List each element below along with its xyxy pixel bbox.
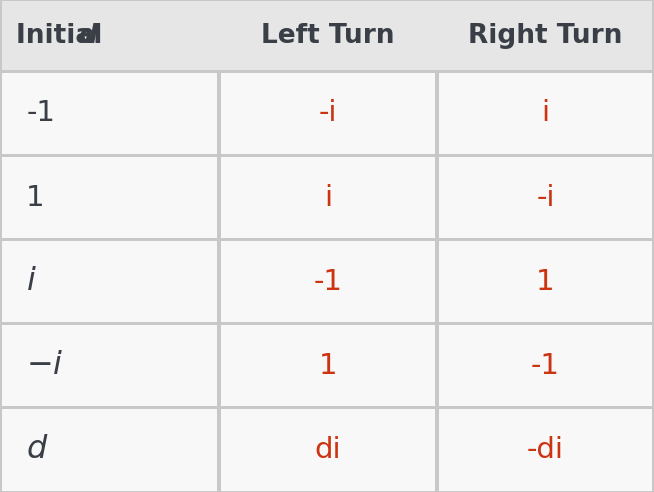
Text: -di: -di [527, 436, 564, 464]
Text: i: i [324, 184, 332, 212]
FancyBboxPatch shape [221, 325, 435, 406]
FancyBboxPatch shape [2, 73, 217, 154]
Text: $\mathit{d}$: $\mathit{d}$ [26, 434, 48, 465]
FancyBboxPatch shape [2, 409, 217, 491]
FancyBboxPatch shape [439, 73, 652, 154]
FancyBboxPatch shape [2, 1, 652, 70]
Text: 1: 1 [536, 268, 555, 296]
FancyBboxPatch shape [221, 409, 435, 491]
Text: 1: 1 [318, 352, 337, 380]
Text: $\bfit{d}$: $\bfit{d}$ [78, 23, 99, 49]
FancyBboxPatch shape [221, 241, 435, 322]
FancyBboxPatch shape [439, 241, 652, 322]
Text: 1: 1 [26, 184, 44, 212]
Text: -i: -i [318, 99, 337, 127]
Text: $\mathit{-i}$: $\mathit{-i}$ [26, 350, 63, 381]
Text: Initial: Initial [16, 23, 112, 49]
FancyBboxPatch shape [2, 241, 217, 322]
Text: -i: -i [536, 184, 555, 212]
FancyBboxPatch shape [2, 157, 217, 238]
Text: Right Turn: Right Turn [468, 23, 623, 49]
Text: -1: -1 [26, 99, 55, 127]
FancyBboxPatch shape [221, 157, 435, 238]
Text: $\mathit{i}$: $\mathit{i}$ [26, 266, 37, 297]
Text: di: di [315, 436, 341, 464]
Text: Left Turn: Left Turn [261, 23, 395, 49]
FancyBboxPatch shape [221, 73, 435, 154]
FancyBboxPatch shape [439, 409, 652, 491]
Text: i: i [542, 99, 549, 127]
FancyBboxPatch shape [2, 325, 217, 406]
Text: -1: -1 [531, 352, 560, 380]
Text: -1: -1 [313, 268, 343, 296]
FancyBboxPatch shape [439, 157, 652, 238]
FancyBboxPatch shape [439, 325, 652, 406]
